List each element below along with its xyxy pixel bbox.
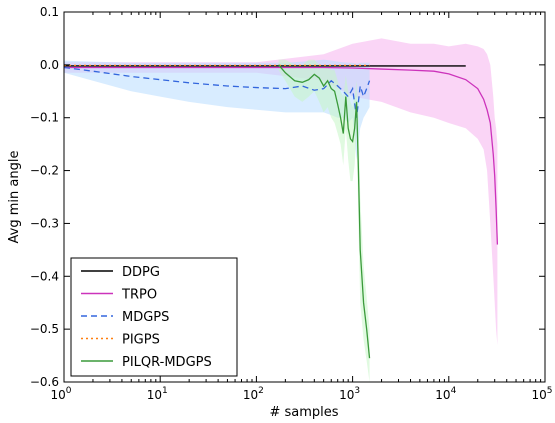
legend-label: MDGPS — [122, 310, 169, 325]
legend-box — [70, 257, 238, 377]
series-line-2 — [64, 66, 371, 118]
plot-frame — [63, 11, 546, 383]
legend-label: TRPO — [121, 288, 157, 303]
y-tick-label: −0.4 — [30, 269, 59, 283]
y-tick-label: −0.6 — [30, 375, 59, 389]
x-tick-label: 103 — [339, 386, 360, 402]
y-tick-label: −0.3 — [30, 216, 59, 230]
series-line-1 — [64, 66, 499, 245]
x-tick-label: 105 — [531, 386, 552, 402]
x-tick-label: 101 — [147, 386, 168, 402]
legend-label: DDPG — [122, 265, 160, 280]
y-tick-label: 0.0 — [40, 58, 59, 72]
x-tick-label: 104 — [435, 386, 456, 402]
band-4 — [278, 59, 370, 382]
y-tick-label: −0.5 — [30, 322, 59, 336]
x-axis-label: # samples — [269, 405, 338, 420]
legend: DDPG TRPO MDGPS PIGPS PILQR-MDGPS — [70, 257, 238, 377]
y-tick-label: −0.2 — [30, 164, 59, 178]
y-axis-label: Avg min angle — [7, 151, 22, 244]
series-lines — [64, 64, 499, 359]
series-line-4 — [278, 64, 371, 359]
y-tick-label: −0.1 — [30, 111, 59, 125]
legend-label: PIGPS — [122, 333, 160, 348]
x-tick-label: 102 — [243, 386, 264, 402]
legend-label: PILQR-MDGPS — [122, 355, 212, 370]
confidence-bands — [64, 38, 498, 382]
y-tick-label: 0.1 — [40, 5, 59, 19]
